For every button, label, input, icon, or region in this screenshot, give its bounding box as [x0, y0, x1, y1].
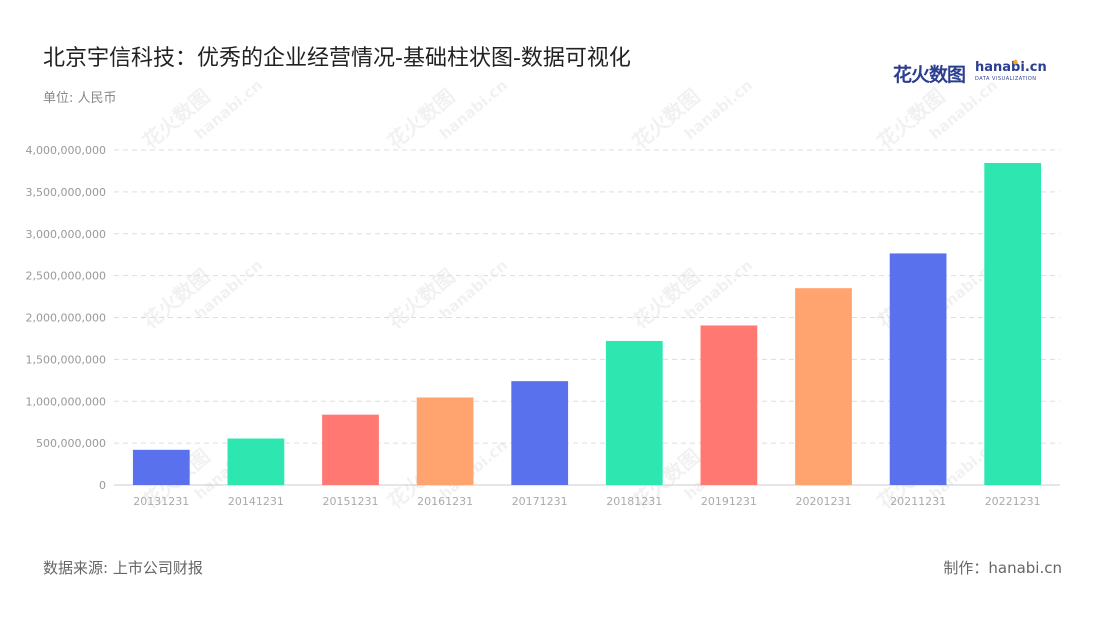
x-tick-label: 20181231	[606, 495, 662, 508]
y-tick-label: 1,500,000,000	[26, 353, 106, 366]
y-tick-label: 3,500,000,000	[26, 186, 106, 199]
grid-layer	[114, 149, 1060, 486]
x-tick-label: 20161231	[417, 495, 473, 508]
x-tick-label: 20131231	[133, 495, 189, 508]
chart-title: 北京宇信科技：优秀的企业经营情况-基础柱状图-数据可视化	[43, 46, 631, 71]
x-tick-label: 20151231	[323, 495, 379, 508]
y-axis: 0 500,000,000 1,000,000,000 1,500,000,000 2,…	[26, 144, 106, 492]
x-tick-label: 20171231	[512, 495, 568, 508]
x-tick-label: 20211231	[890, 495, 946, 508]
bar-20131231[interactable]	[132, 449, 190, 485]
logo-sub-text: DATA VISUALIZATION	[975, 76, 1037, 82]
bar-20181231[interactable]	[605, 340, 663, 485]
data-source: 数据来源: 上市公司财报	[43, 559, 203, 577]
x-tick-label: 20191231	[701, 495, 757, 508]
brand-logo: 花火数图 hanabi.cn ✸ DATA VISUALIZATION	[893, 58, 1047, 90]
y-tick-label: 4,000,000,000	[26, 144, 106, 157]
y-tick-label: 3,000,000,000	[26, 228, 106, 241]
bar-20171231[interactable]	[511, 381, 569, 485]
logo-cn-text: 花火数图	[893, 64, 966, 86]
y-tick-label: 0	[99, 479, 106, 492]
y-tick-label: 2,500,000,000	[26, 270, 106, 283]
x-axis: 20131231 20141231 20151231 20161231 20171231…	[133, 495, 1040, 508]
unit-label: 单位: 人民币	[43, 91, 117, 106]
logo-en-text: hanabi.cn	[975, 60, 1047, 75]
y-tick-label: 500,000,000	[36, 437, 106, 450]
bar-20211231[interactable]	[889, 253, 947, 485]
spark-icon: ✸	[1012, 58, 1019, 67]
bar-20201231[interactable]	[795, 288, 852, 485]
bar-20191231[interactable]	[700, 325, 758, 485]
y-tick-label: 1,000,000,000	[26, 395, 106, 408]
bar-series	[132, 162, 1042, 485]
x-tick-label: 20141231	[228, 495, 284, 508]
bar-20161231[interactable]	[416, 397, 474, 485]
x-tick-label: 20201231	[796, 495, 852, 508]
bar-20141231[interactable]	[227, 438, 285, 485]
y-tick-label: 2,000,000,000	[26, 312, 106, 325]
credit-text: 制作：hanabi.cn	[943, 559, 1062, 577]
x-tick-label: 20221231	[985, 495, 1041, 508]
bar-20151231[interactable]	[322, 414, 379, 485]
bar-20221231[interactable]	[984, 162, 1042, 485]
